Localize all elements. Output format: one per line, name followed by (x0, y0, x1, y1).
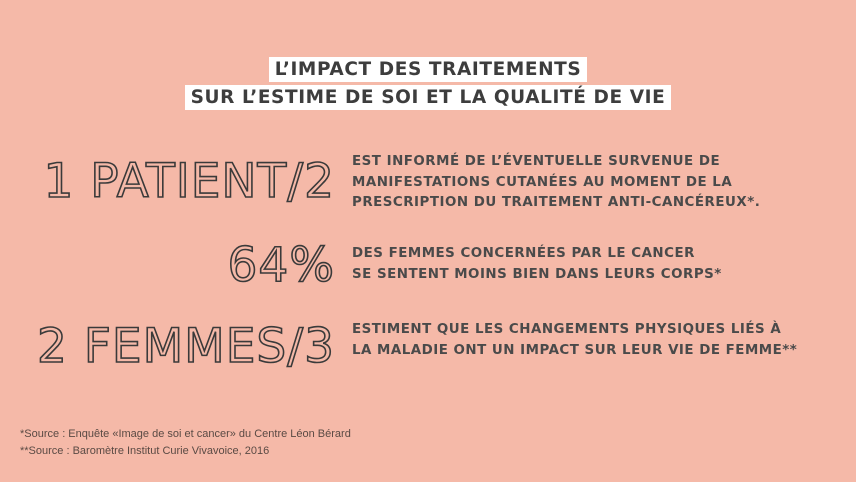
source-line-1: *Source : Enquête «Image de soi et cance… (20, 428, 351, 440)
stat-row-women: 2 FEMMES/3 ESTIMENT QUE LES CHANGEMENTS … (0, 320, 856, 380)
stat-description-line: LA MALADIE ONT UN IMPACT SUR LEUR VIE DE… (352, 342, 798, 358)
stat-description-line: SE SENTENT MOINS BIEN DANS LEURS CORPS* (352, 266, 722, 282)
stat-description-line: ESTIMENT QUE LES CHANGEMENTS PHYSIQUES L… (352, 322, 782, 337)
source-line-2: **Source : Baromètre Institut Curie Viva… (20, 445, 270, 457)
stat-description-line: PRESCRIPTION DU TRAITEMENT ANTI-CANCÉREU… (352, 195, 761, 210)
stat-row-patients: 1 PATIENT/2 EST INFORMÉ DE L’ÉVENTUELLE … (0, 152, 856, 212)
stat-description-line: MANIFESTATIONS CUTANÉES AU MOMENT DE LA (352, 174, 733, 190)
stat-description-line: EST INFORMÉ DE L’ÉVENTUELLE SURVENUE DE (352, 154, 721, 169)
sources: *Source : Enquête «Image de soi et cance… (20, 426, 351, 460)
stat-row-percent: 64% DES FEMMES CONCERNÉES PAR LE CANCER … (0, 238, 856, 304)
title-line-2: SUR L’ESTIME DE SOI ET LA QUALITÉ DE VIE (184, 85, 672, 110)
stat-description-women: ESTIMENT QUE LES CHANGEMENTS PHYSIQUES L… (352, 320, 832, 361)
stat-description-percent: DES FEMMES CONCERNÉES PAR LE CANCER SE S… (352, 244, 832, 285)
stat-description-patients: EST INFORMÉ DE L’ÉVENTUELLE SURVENUE DE … (352, 152, 832, 214)
stat-value-women: 2 FEMMES/3 (36, 319, 335, 374)
stat-value-percent: 64% (227, 238, 335, 293)
stat-value-patients: 1 PATIENT/2 (43, 154, 335, 209)
title-line-1: L’IMPACT DES TRAITEMENTS (268, 57, 588, 82)
title-block: L’IMPACT DES TRAITEMENTS SUR L’ESTIME DE… (0, 57, 856, 110)
stat-description-line: DES FEMMES CONCERNÉES PAR LE CANCER (352, 246, 695, 261)
